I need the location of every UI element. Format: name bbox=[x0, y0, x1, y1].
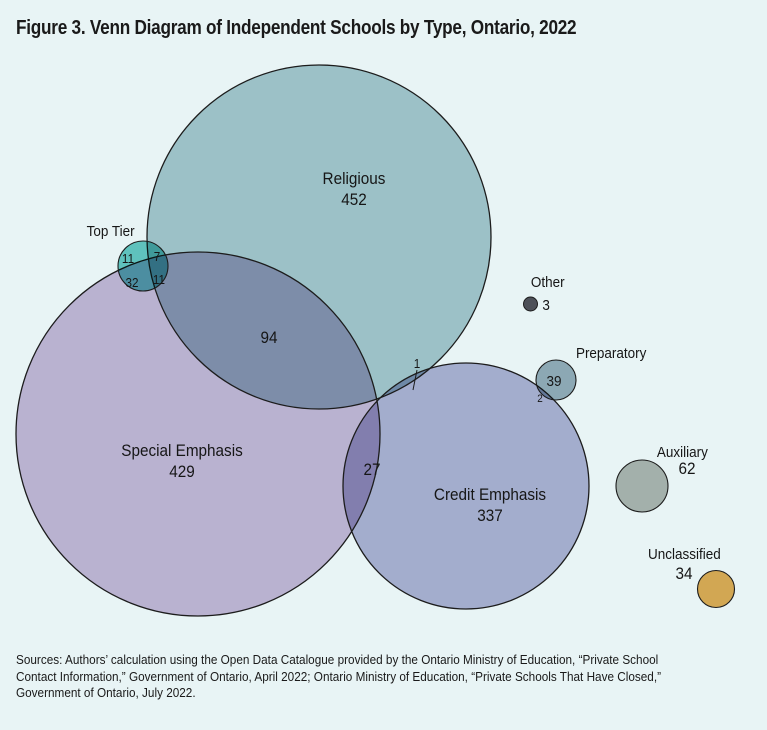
svg-text:27: 27 bbox=[363, 460, 380, 479]
svg-text:39: 39 bbox=[547, 373, 562, 390]
svg-text:11: 11 bbox=[122, 251, 134, 266]
svg-text:2: 2 bbox=[537, 394, 543, 406]
svg-text:34: 34 bbox=[675, 564, 692, 583]
svg-text:Unclassified: Unclassified bbox=[648, 546, 721, 563]
svg-text:Credit Emphasis: Credit Emphasis bbox=[434, 485, 546, 504]
svg-text:32: 32 bbox=[126, 275, 139, 290]
svg-text:11: 11 bbox=[153, 272, 165, 287]
svg-text:7: 7 bbox=[154, 249, 161, 264]
svg-text:Other: Other bbox=[531, 274, 565, 291]
svg-text:429: 429 bbox=[169, 462, 195, 481]
svg-text:62: 62 bbox=[678, 459, 695, 478]
svg-text:Preparatory: Preparatory bbox=[576, 345, 647, 362]
svg-text:Religious: Religious bbox=[323, 169, 386, 188]
svg-text:Top Tier: Top Tier bbox=[87, 223, 135, 240]
svg-text:1: 1 bbox=[414, 356, 421, 371]
svg-text:452: 452 bbox=[341, 190, 367, 209]
svg-text:337: 337 bbox=[477, 506, 503, 525]
svg-text:94: 94 bbox=[260, 328, 277, 347]
svg-text:3: 3 bbox=[542, 297, 550, 314]
svg-text:Special Emphasis: Special Emphasis bbox=[121, 441, 242, 460]
